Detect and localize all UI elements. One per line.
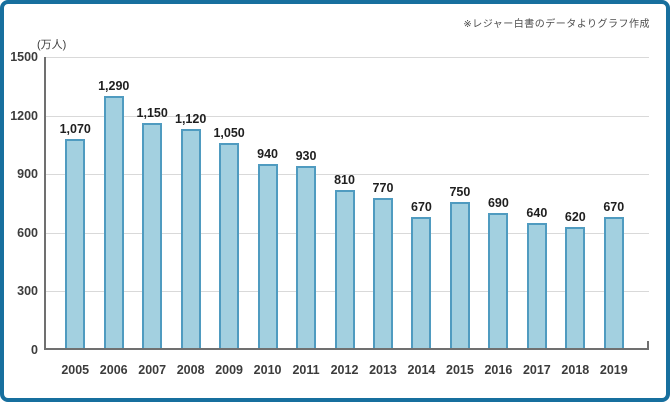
y-tick-label-600: 600	[17, 225, 38, 240]
x-tick-label-2019: 2019	[599, 363, 628, 377]
bar-2005	[65, 139, 86, 348]
bar-slot-2012: 810	[325, 57, 363, 348]
bar-slot-2009: 1,050	[210, 57, 248, 348]
plot-area: 1,070 1,290 1,150 1,120 1,050 940 930 810 770 670…	[44, 57, 649, 350]
x-tick-label-2006: 2006	[99, 363, 128, 377]
bar-slot-2007: 1,150	[133, 57, 171, 348]
x-tick-label-2014: 2014	[407, 363, 436, 377]
bar-2007	[142, 123, 163, 348]
x-tick-label-2009: 2009	[215, 363, 244, 377]
x-tick-label-2018: 2018	[561, 363, 590, 377]
bar-value-label: 1,070	[59, 122, 91, 136]
bar-2009	[219, 142, 240, 348]
bar-2010	[257, 164, 278, 348]
gridline-1500	[44, 57, 649, 58]
bar-2012	[334, 189, 355, 348]
gridline-900	[44, 174, 649, 176]
y-tick-label-1200: 1200	[10, 108, 38, 123]
x-tick-label-2013: 2013	[369, 363, 397, 377]
bar-slot-2011: 930	[287, 57, 325, 348]
y-tick-label-900: 900	[17, 167, 38, 182]
bar-2006	[103, 96, 124, 348]
y-tick-label-300: 300	[17, 284, 38, 299]
bar-value-label: 750	[449, 184, 471, 199]
x-axis-labels: 2005 2006 2007 2008 2009 2010 2011 2012 2013 2014…	[46, 362, 649, 378]
x-tick-label-2008: 2008	[176, 363, 205, 377]
bar-2008	[180, 129, 201, 348]
y-axis-line	[44, 57, 46, 350]
bar-value-label: 1,050	[213, 125, 245, 140]
bar-slot-2008: 1,120	[171, 57, 209, 348]
bar-2017	[526, 223, 547, 348]
bar-value-label: 940	[257, 147, 278, 162]
bar-value-label: 1,150	[136, 106, 168, 121]
bar-value-label: 770	[372, 180, 394, 195]
bar-value-label: 690	[487, 196, 509, 211]
bar-slot-2019: 670	[595, 57, 633, 348]
x-tick-label-2012: 2012	[330, 363, 359, 377]
bars-container: 1,070 1,290 1,150 1,120 1,050 940 930 810 770 670…	[46, 57, 649, 348]
bar-value-label: 620	[564, 209, 586, 224]
bar-slot-2016: 690	[479, 57, 517, 348]
bar-2011	[296, 166, 317, 348]
bar-2016	[488, 213, 509, 348]
y-tick-label-1500: 1500	[10, 50, 38, 64]
bar-value-label: 640	[526, 206, 548, 220]
bar-value-label: 1,290	[98, 79, 130, 94]
bar-slot-2015: 750	[441, 57, 479, 348]
bar-2013	[372, 197, 393, 348]
bar-slot-2018: 620	[556, 57, 594, 348]
x-tick-label-2007: 2007	[138, 363, 167, 377]
x-tick-label-2011: 2011	[292, 363, 320, 377]
x-tick-label-2017: 2017	[522, 363, 551, 377]
bar-slot-2017: 640	[518, 57, 556, 348]
bar-slot-2010: 940	[248, 57, 286, 348]
bar-2019	[603, 217, 624, 348]
bar-slot-2013: 770	[364, 57, 402, 348]
source-note: ※レジャー白書のデータよりグラフ作成	[463, 19, 650, 30]
x-axis-end-tick	[647, 341, 649, 350]
bar-slot-2014: 670	[402, 57, 440, 348]
x-tick-label-2010: 2010	[253, 363, 282, 377]
x-tick-label-2016: 2016	[484, 363, 513, 377]
bar-value-label: 1,120	[175, 112, 207, 127]
bar-2014	[411, 217, 432, 348]
x-tick-label-2015: 2015	[446, 363, 474, 377]
bar-2015	[449, 201, 470, 348]
y-axis-unit-label: (万人)	[37, 39, 67, 51]
bar-value-label: 930	[295, 149, 317, 164]
bar-value-label: 810	[334, 172, 355, 187]
y-tick-label-0: 0	[31, 343, 38, 357]
bar-value-label: 670	[411, 200, 432, 215]
bar-2018	[565, 226, 586, 348]
gridline-1200	[44, 115, 649, 117]
bar-value-label: 670	[603, 200, 625, 215]
x-axis-line	[44, 348, 649, 350]
x-tick-label-2005: 2005	[61, 363, 90, 377]
bar-slot-2006: 1,290	[94, 57, 132, 348]
bar-slot-2005: 1,070	[56, 57, 94, 348]
